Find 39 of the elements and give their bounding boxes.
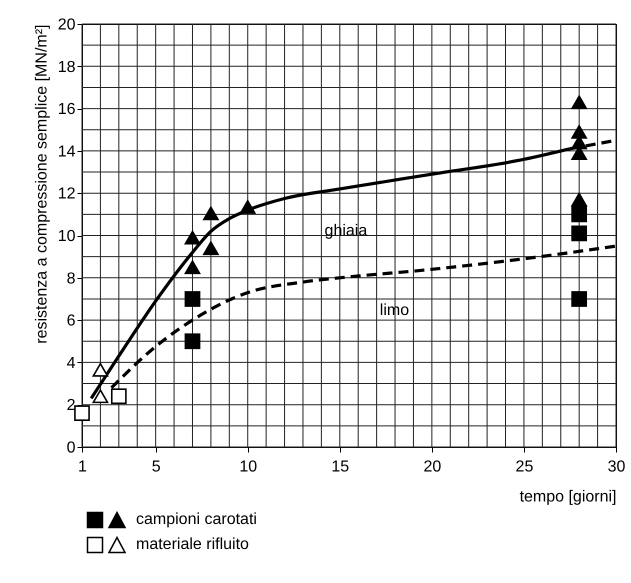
point <box>203 241 219 256</box>
point <box>92 389 108 404</box>
point <box>571 124 588 139</box>
y-tick-label: 18 <box>58 58 76 76</box>
y-tick-label: 4 <box>66 354 76 372</box>
x-tick-label: 25 <box>516 458 534 476</box>
point <box>571 226 588 242</box>
point <box>240 200 256 214</box>
legend-label: materiale rifluito <box>136 536 249 554</box>
x-tick-label: 10 <box>239 458 258 476</box>
point <box>184 230 200 245</box>
point <box>571 95 588 110</box>
x-axis-title: tempo [giorni] <box>520 488 616 506</box>
point <box>571 192 588 206</box>
y-tick-label: 14 <box>58 143 76 160</box>
x-tick-label: 5 <box>152 458 161 476</box>
point <box>184 260 200 274</box>
point <box>92 362 108 377</box>
point <box>184 333 200 350</box>
y-tick-label: 12 <box>58 186 76 203</box>
x-tick-label: 15 <box>331 458 350 476</box>
y-tick-label: 2 <box>66 397 76 414</box>
point <box>203 206 219 220</box>
legend-label: campioni carotati <box>136 510 257 528</box>
x-tick-label: 20 <box>423 458 442 476</box>
point <box>74 405 90 422</box>
point <box>184 291 200 307</box>
x-tick-label: 1 <box>78 458 88 476</box>
y-tick-label: 20 <box>58 16 76 34</box>
y-tick-label: 8 <box>66 270 76 288</box>
y-axis-title: resistenza a compressione semplice [MN/m²] <box>34 24 51 344</box>
point <box>571 291 588 307</box>
y-tick-label: 10 <box>58 228 76 245</box>
y-tick-label: 6 <box>66 312 76 330</box>
point <box>571 206 588 222</box>
x-tick-label: 30 <box>608 458 626 476</box>
point <box>110 388 127 404</box>
y-tick-label: 0 <box>66 440 76 456</box>
y-tick-label: 16 <box>58 101 76 118</box>
